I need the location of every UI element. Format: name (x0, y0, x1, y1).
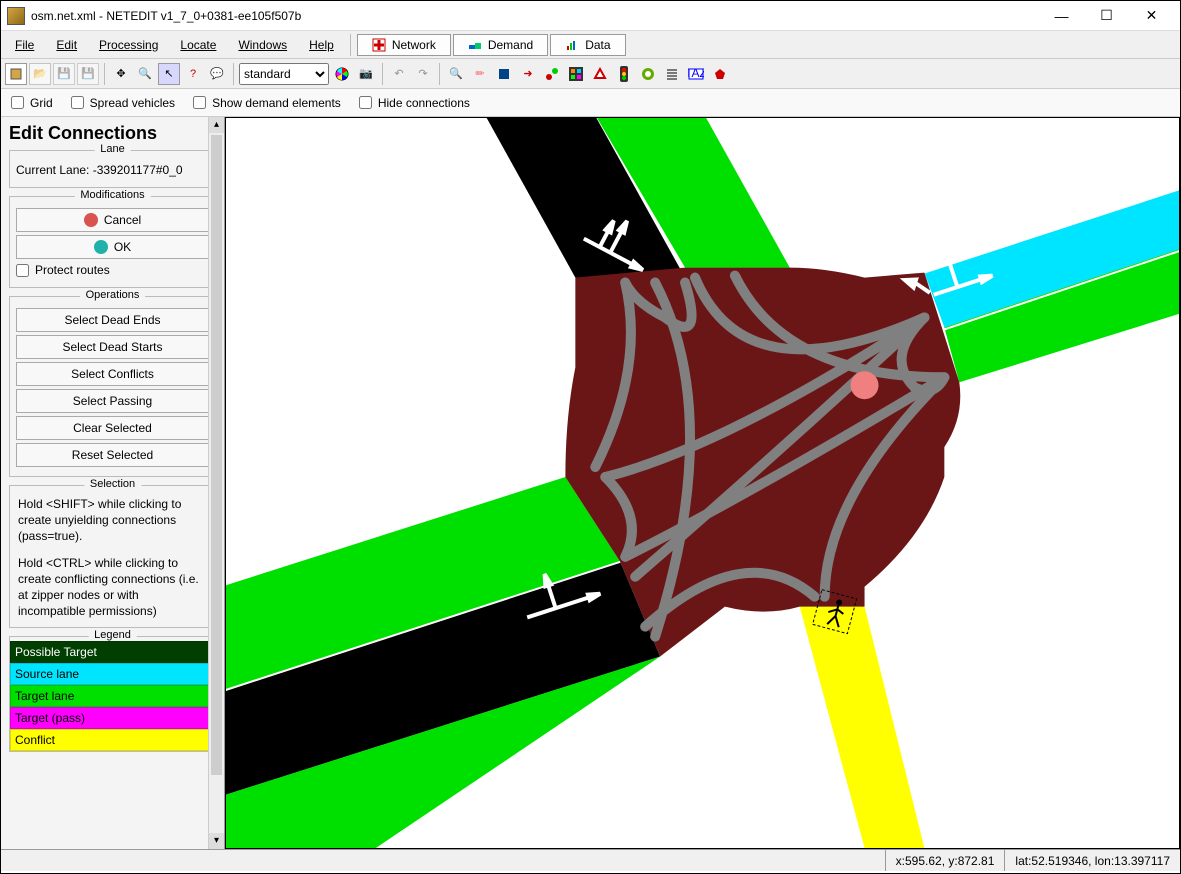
scheme-dropdown[interactable]: standard (239, 63, 329, 85)
sidebar-scrollbar[interactable]: ▴ ▾ (208, 117, 224, 849)
tool-node[interactable] (541, 63, 563, 85)
tool-help[interactable]: ? (182, 63, 204, 85)
status-xy: x:595.62, y:872.81 (885, 850, 1005, 871)
tool-colorwheel[interactable] (331, 63, 353, 85)
tool-open[interactable]: 📂 (29, 63, 51, 85)
menu-locate[interactable]: Locate (170, 34, 226, 56)
scroll-down-icon[interactable]: ▾ (209, 833, 224, 849)
op-clear[interactable]: Clear Selected (16, 416, 209, 440)
menu-windows[interactable]: Windows (228, 34, 297, 56)
legend-source: Source lane (10, 663, 215, 685)
tool-grid[interactable] (565, 63, 587, 85)
group-selection: Selection Hold <SHIFT> while clicking to… (9, 485, 216, 628)
network-svg (226, 118, 1179, 848)
tool-pointer[interactable]: ↖ (158, 63, 180, 85)
tool-taz[interactable]: TAZ (685, 63, 707, 85)
tool-yield[interactable] (589, 63, 611, 85)
mode-data-button[interactable]: Data (550, 34, 625, 56)
tool-delete[interactable]: ✏ (469, 63, 491, 85)
window-title: osm.net.xml - NETEDIT v1_7_0+0381-ee105f… (31, 9, 1039, 23)
tool-save[interactable]: 💾 (53, 63, 75, 85)
tool-undo[interactable]: ↶ (388, 63, 410, 85)
tool-new[interactable] (5, 63, 27, 85)
op-reset[interactable]: Reset Selected (16, 443, 209, 467)
app-icon (7, 7, 25, 25)
tool-select[interactable] (493, 63, 515, 85)
svg-text:TAZ: TAZ (688, 67, 704, 80)
tool-camera[interactable]: 📷 (355, 63, 377, 85)
mode-network-label: Network (392, 38, 436, 52)
edge-s (800, 607, 925, 848)
group-operations: Operations Select Dead Ends Select Dead … (9, 296, 216, 477)
ok-icon (94, 240, 108, 254)
network-canvas[interactable] (225, 117, 1180, 849)
protect-routes[interactable]: Protect routes (16, 263, 209, 277)
mode-demand-button[interactable]: Demand (453, 34, 548, 56)
menu-edit[interactable]: Edit (46, 34, 87, 56)
op-dead-starts[interactable]: Select Dead Starts (16, 335, 209, 359)
group-legend: Legend Possible Target Source lane Targe… (9, 636, 216, 752)
legend-pass: Target (pass) (10, 707, 215, 729)
statusbar: x:595.62, y:872.81 lat:52.519346, lon:13… (1, 849, 1180, 871)
menu-help[interactable]: Help (299, 34, 344, 56)
options-bar: Grid Spread vehicles Show demand element… (1, 89, 1180, 117)
edge-nw (476, 118, 790, 278)
tool-saveas[interactable]: 💾 (77, 63, 99, 85)
opt-hide-conn[interactable]: Hide connections (359, 96, 470, 110)
cancel-button[interactable]: Cancel (16, 208, 209, 232)
data-icon (565, 38, 579, 52)
opt-show-demand[interactable]: Show demand elements (193, 96, 341, 110)
tool-zoom-icon[interactable]: 🔍 (134, 63, 156, 85)
tool-tls[interactable] (613, 63, 635, 85)
legend-possible: Possible Target (10, 641, 215, 663)
tool-move[interactable]: ✥ (110, 63, 132, 85)
tool-balloon[interactable]: 💬 (206, 63, 228, 85)
op-conflicts[interactable]: Select Conflicts (16, 362, 209, 386)
mode-network-button[interactable]: Network (357, 34, 451, 56)
mode-demand-label: Demand (488, 38, 533, 52)
help-ctrl: Hold <CTRL> while clicking to create con… (16, 553, 209, 622)
menubar: File Edit Processing Locate Windows Help… (1, 31, 1180, 59)
legend-target: Target lane (10, 685, 215, 707)
cancel-icon (84, 213, 98, 227)
status-latlon: lat:52.519346, lon:13.397117 (1004, 850, 1180, 871)
tool-redo[interactable]: ↷ (412, 63, 434, 85)
demand-icon (468, 38, 482, 52)
tool-lines[interactable] (661, 63, 683, 85)
close-button[interactable]: ✕ (1129, 2, 1174, 30)
network-icon (372, 38, 386, 52)
group-lane: Lane Current Lane: -339201177#0_0 (9, 150, 216, 188)
menu-file[interactable]: File (5, 34, 44, 56)
help-shift: Hold <SHIFT> while clicking to create un… (16, 494, 209, 547)
op-dead-ends[interactable]: Select Dead Ends (16, 308, 209, 332)
toolbar: 📂 💾 💾 ✥ 🔍 ↖ ? 💬 standard 📷 ↶ ↷ 🔍 ✏ ➜ TAZ (1, 59, 1180, 89)
group-modifications: Modifications Cancel OK Protect routes (9, 196, 216, 288)
edge-sw (226, 477, 660, 848)
opt-grid[interactable]: Grid (11, 96, 53, 110)
ok-button[interactable]: OK (16, 235, 209, 259)
tool-additional[interactable] (637, 63, 659, 85)
op-passing[interactable]: Select Passing (16, 389, 209, 413)
minimize-button[interactable]: — (1039, 2, 1084, 30)
tool-poly[interactable] (709, 63, 731, 85)
scroll-up-icon[interactable]: ▴ (209, 117, 224, 133)
tool-arrow[interactable]: ➜ (517, 63, 539, 85)
maximize-button[interactable]: ☐ (1084, 2, 1129, 30)
sidebar: Edit Connections Lane Current Lane: -339… (1, 117, 225, 849)
tool-inspect[interactable]: 🔍 (445, 63, 467, 85)
marker-node (851, 371, 879, 399)
menu-processing[interactable]: Processing (89, 34, 168, 56)
mode-data-label: Data (585, 38, 610, 52)
panel-title: Edit Connections (9, 123, 216, 144)
current-lane-label: Current Lane: -339201177#0_0 (16, 163, 209, 177)
opt-spread[interactable]: Spread vehicles (71, 96, 175, 110)
titlebar: osm.net.xml - NETEDIT v1_7_0+0381-ee105f… (1, 1, 1180, 31)
scroll-thumb[interactable] (211, 135, 222, 775)
main-area: Edit Connections Lane Current Lane: -339… (1, 117, 1180, 849)
legend-conflict: Conflict (10, 729, 215, 751)
